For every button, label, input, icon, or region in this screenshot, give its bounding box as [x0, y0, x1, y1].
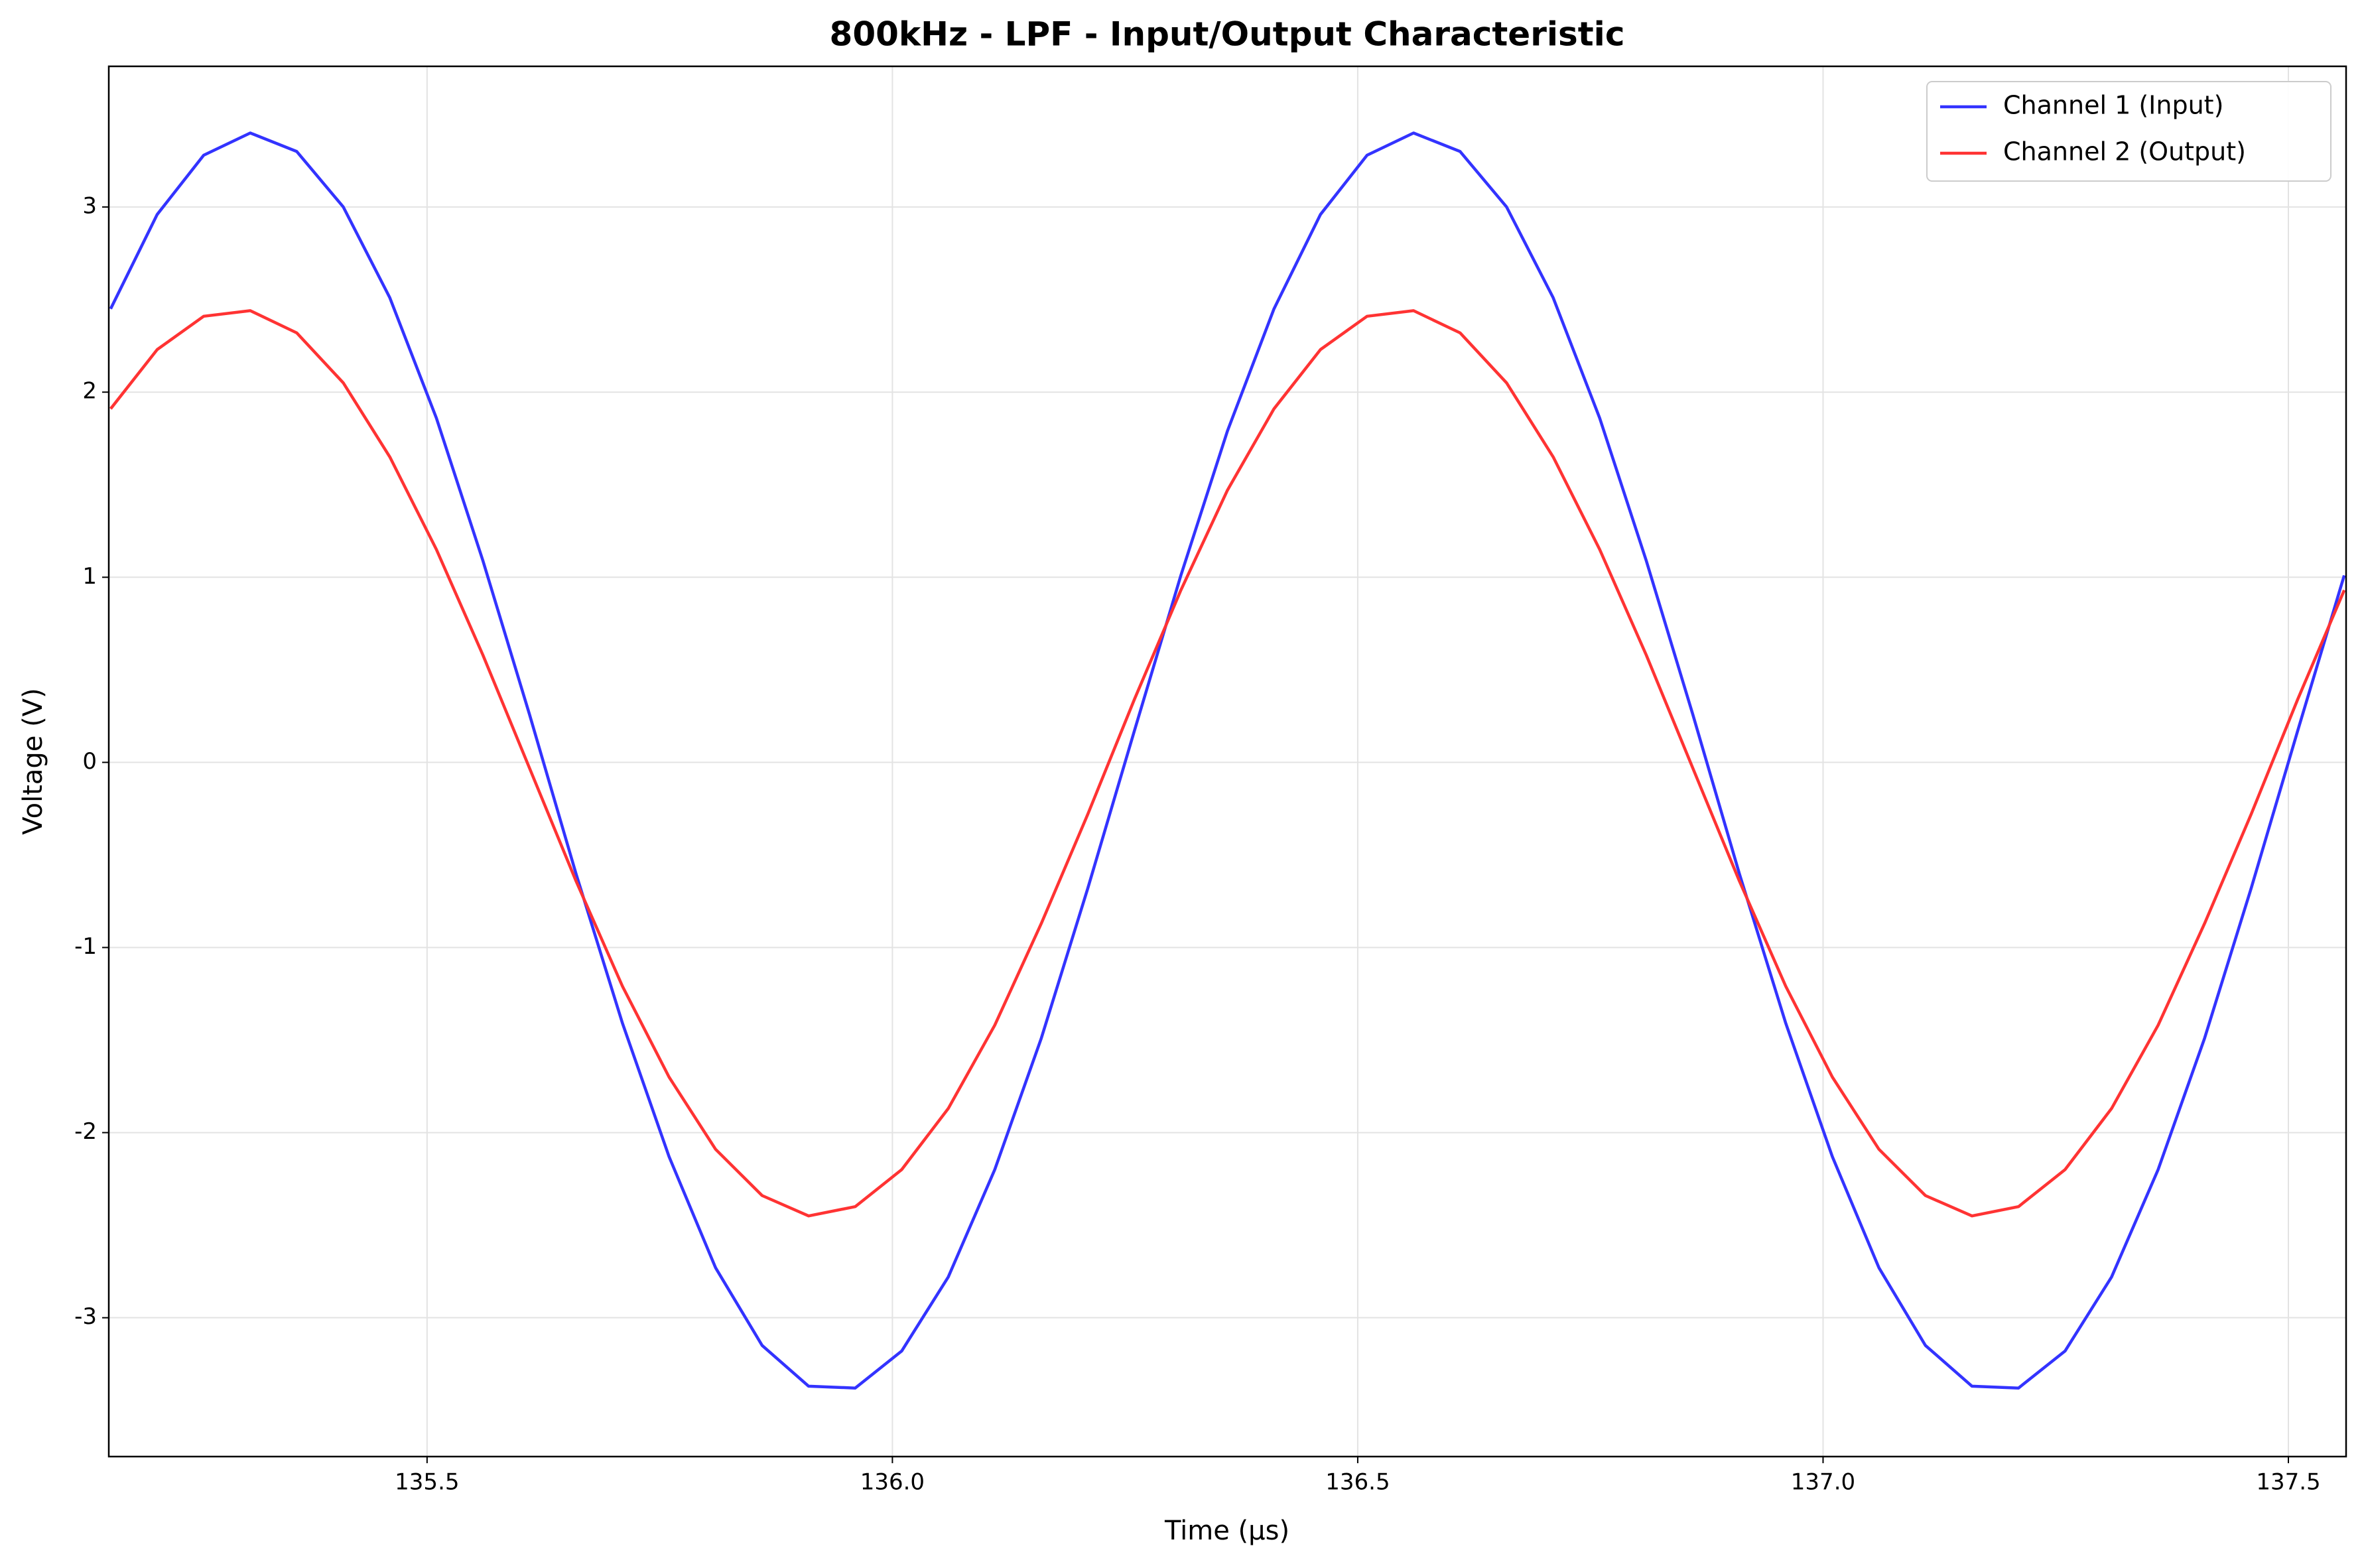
y-tick-label: 3	[82, 193, 97, 220]
y-tick-label: -1	[74, 933, 97, 960]
x-tick-label: 137.5	[2256, 1469, 2320, 1496]
y-axis-label: Voltage (V)	[18, 688, 48, 834]
y-tick-label: -2	[74, 1118, 97, 1145]
x-tick-label: 135.5	[395, 1469, 459, 1496]
y-tick-label: 0	[82, 748, 97, 775]
x-tick-label: 136.0	[860, 1469, 925, 1496]
x-tick-label: 137.0	[1791, 1469, 1855, 1496]
y-tick-label: 1	[82, 563, 97, 590]
plot-frame	[107, 65, 2347, 1458]
legend-label: Channel 2 (Output)	[2003, 137, 2246, 166]
chart-title: 800kHz - LPF - Input/Output Characterist…	[830, 15, 1625, 54]
y-tick-label: 2	[82, 378, 97, 405]
series-line	[109, 309, 2346, 1218]
legend-box	[1926, 81, 2331, 182]
y-tick-label: -3	[74, 1303, 97, 1330]
legend-label: Channel 1 (Input)	[2003, 91, 2223, 120]
x-axis-label: Time (µs)	[1164, 1516, 1289, 1546]
x-tick-label: 136.5	[1325, 1469, 1390, 1496]
series-line	[109, 131, 2346, 1390]
